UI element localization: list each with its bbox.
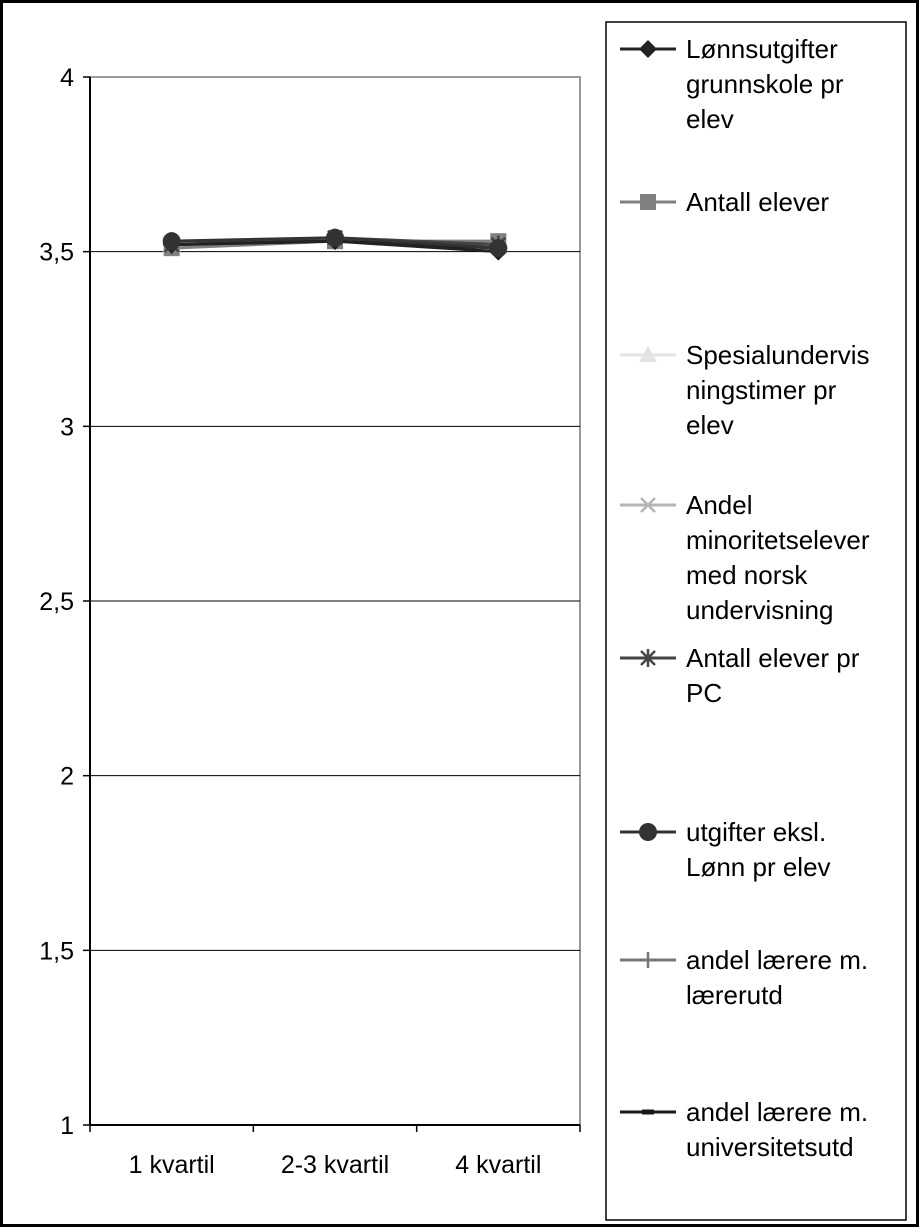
legend-item-1: Lønnsutgifter grunnskole pr elev — [620, 34, 844, 134]
legend-label: undervisning — [686, 595, 833, 625]
legend-item-7: andel lærere m. lærerutd — [620, 945, 868, 1010]
y-tick-label: 2,5 — [39, 588, 74, 616]
data-point — [489, 239, 508, 258]
axes: 1 1,5 2 2,5 3 3,5 4 1 kvartil 2-3 kvartil 4 kvart… — [39, 64, 581, 1179]
y-tick-label: 1,5 — [39, 937, 74, 965]
legend-marker — [639, 40, 657, 58]
legend-label: Andel — [686, 490, 753, 520]
legend-marker — [639, 823, 657, 841]
legend-marker — [642, 1109, 654, 1115]
legend-box — [605, 21, 907, 1221]
y-tick-label: 3,5 — [39, 239, 74, 267]
legend-label: elev — [686, 104, 734, 134]
legend-label: minoritetselever — [686, 525, 870, 555]
data-point — [162, 232, 181, 251]
legend-label: grunnskole pr — [686, 69, 844, 99]
legend-label: Lønnsutgifter — [686, 34, 838, 64]
x-tick-label: 4 kvartil — [455, 1151, 541, 1179]
y-tick-label: 2 — [60, 763, 74, 791]
y-tick-label: 1 — [60, 1112, 74, 1140]
legend-label: ningstimer pr — [686, 375, 837, 405]
legend-label: elev — [686, 410, 734, 440]
series-6 — [162, 228, 508, 258]
legend-label: Antall elever — [686, 187, 829, 217]
series-layer — [162, 228, 508, 261]
legend-label: andel lærere m. — [686, 1097, 868, 1127]
legend-item-4: Andel minoritetselever med norsk undervisni… — [620, 490, 870, 625]
y-tick-label: 4 — [60, 64, 74, 92]
legend-label: Lønn pr elev — [686, 852, 831, 882]
legend-label: PC — [686, 678, 722, 708]
data-point — [326, 228, 344, 247]
legend-marker — [640, 194, 656, 210]
x-tick-label: 2-3 kvartil — [281, 1151, 389, 1179]
legend-item-6: utgifter eksl. Lønn pr elev — [620, 817, 831, 882]
x-tick-label: 1 kvartil — [129, 1151, 215, 1179]
legend-marker — [640, 952, 656, 968]
legend: Lønnsutgifter grunnskole pr elev Antall ele… — [620, 34, 870, 1162]
legend-label: utgifter eksl. — [686, 817, 826, 847]
legend-label: med norsk — [686, 560, 808, 590]
legend-label: lærerutd — [686, 980, 783, 1010]
legend-label: Spesialundervis — [686, 340, 870, 370]
legend-marker — [640, 497, 656, 513]
legend-item-5: Antall elever pr PC — [620, 643, 860, 708]
legend-marker — [640, 649, 656, 667]
marker-stroke — [640, 497, 656, 513]
legend-item-8: andel lærere m. universitetsutd — [620, 1097, 868, 1162]
legend-item-3: Spesialundervis ningstimer pr elev — [620, 340, 870, 440]
legend-label: Antall elever pr — [686, 643, 860, 673]
y-tick-label: 3 — [60, 413, 74, 441]
legend-label: universitetsutd — [686, 1132, 854, 1162]
legend-item-2: Antall elever — [620, 187, 829, 217]
legend-marker — [639, 346, 657, 362]
legend-label: andel lærere m. — [686, 945, 868, 975]
